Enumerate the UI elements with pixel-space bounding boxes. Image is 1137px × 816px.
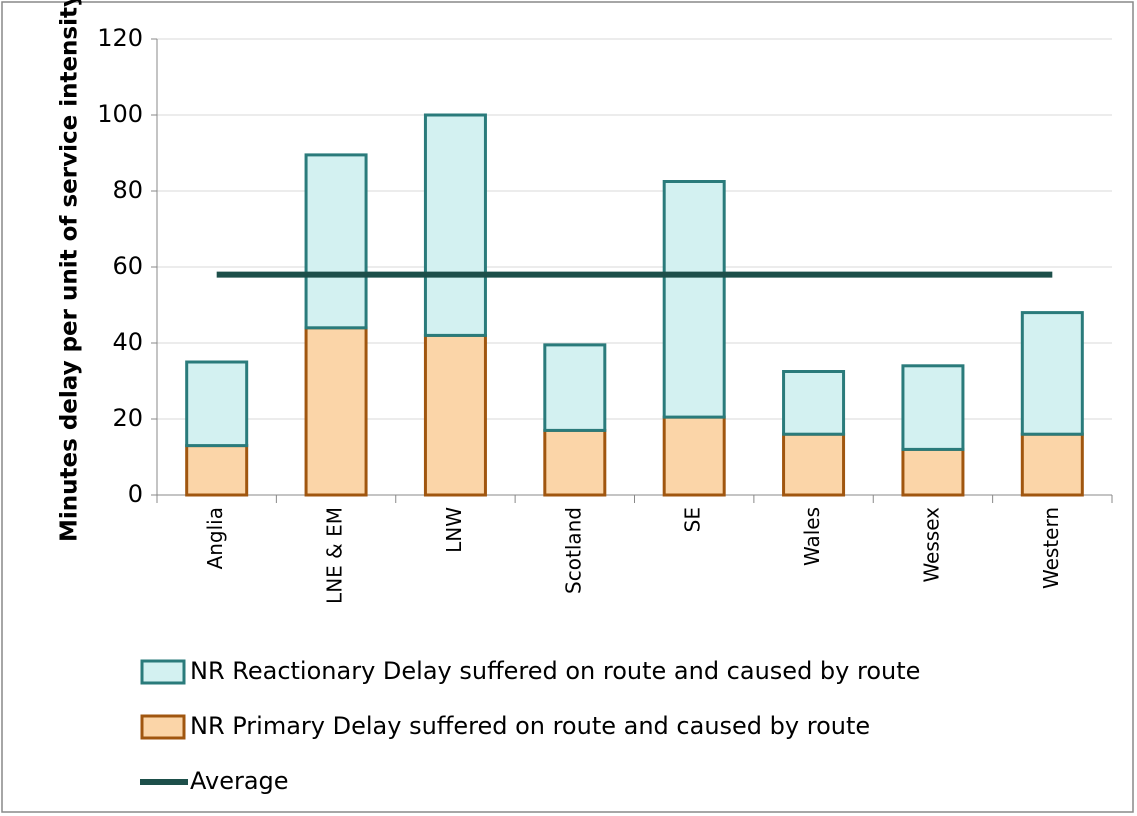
x-tick-label: LNE & EM (323, 507, 347, 604)
bar (304, 326, 368, 497)
legend-swatch (140, 714, 186, 740)
bar (185, 360, 249, 448)
x-tick-label: Wessex (919, 507, 943, 583)
bar (304, 153, 368, 330)
x-tick-label: Wales (800, 507, 824, 566)
y-tick-label: 40 (112, 328, 143, 356)
legend-label: Average (190, 767, 289, 795)
bar (782, 370, 846, 436)
bar (662, 415, 726, 497)
x-tick-label: SE (681, 507, 705, 532)
y-tick-label: 100 (97, 100, 143, 128)
bar (901, 447, 965, 497)
bar (782, 432, 846, 497)
y-tick-label: 0 (128, 480, 143, 508)
x-tick-label: LNW (442, 507, 466, 553)
bar (543, 428, 607, 497)
bar (543, 343, 607, 432)
x-tick-label: Anglia (203, 507, 227, 569)
bar (901, 364, 965, 451)
x-tick-label: Scotland (561, 507, 585, 594)
bar (1020, 311, 1084, 436)
legend-swatch (140, 659, 186, 685)
y-tick-label: 120 (97, 24, 143, 52)
bar (423, 113, 487, 337)
y-tick-label: 60 (112, 252, 143, 280)
bar (662, 180, 726, 419)
x-tick-label: Western (1039, 507, 1063, 589)
y-axis-title: Minutes delay per unit of service intens… (57, 0, 83, 542)
legend-label: NR Reactionary Delay suffered on route a… (190, 657, 920, 685)
bar (185, 444, 249, 497)
bar (423, 333, 487, 497)
y-tick-label: 80 (112, 176, 143, 204)
legend-label: NR Primary Delay suffered on route and c… (190, 712, 870, 740)
bar (1020, 432, 1084, 497)
y-tick-label: 20 (112, 404, 143, 432)
